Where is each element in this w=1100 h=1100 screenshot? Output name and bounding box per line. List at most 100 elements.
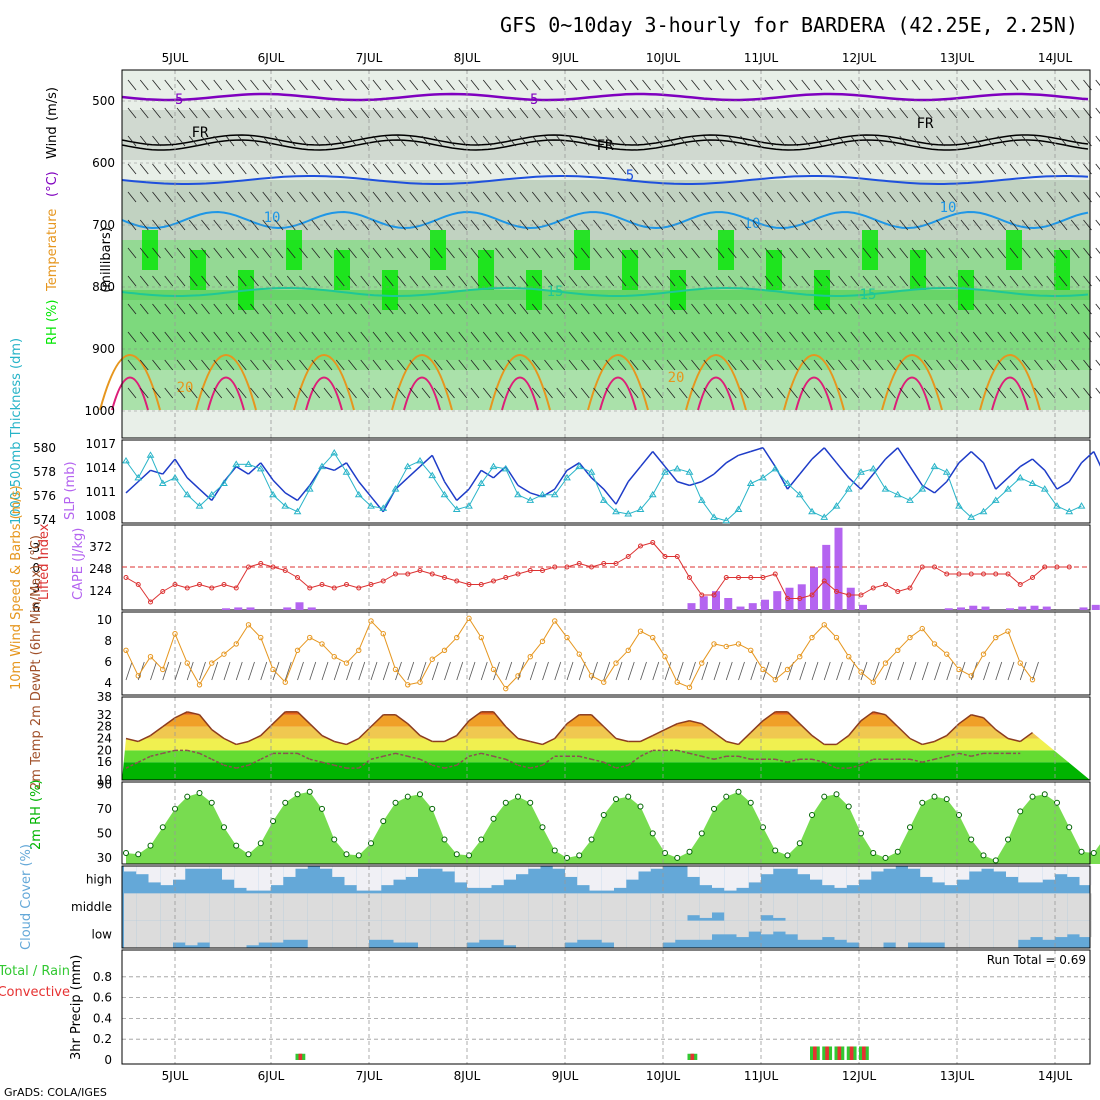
slp-segment	[419, 454, 433, 468]
wind-barb	[397, 275, 406, 287]
slp-segment	[296, 484, 311, 501]
wind-barb	[666, 303, 676, 315]
cloud-bar-middle	[944, 893, 957, 921]
wind-barb	[678, 275, 688, 287]
wind-barb	[384, 331, 394, 343]
rh-marker	[992, 857, 999, 864]
wind-barb	[605, 79, 615, 91]
wind-barb	[593, 107, 602, 119]
wind-barb	[1034, 247, 1043, 259]
cloud-bar-low	[160, 920, 173, 948]
dewpoint-segment	[677, 749, 690, 755]
temp-segment	[211, 729, 225, 740]
wind-barb	[874, 247, 884, 259]
wind-barb	[507, 79, 517, 91]
wind-barb	[213, 163, 223, 175]
cloud-bar-high	[638, 866, 651, 872]
thickness-marker	[722, 516, 731, 524]
dewpoint-segment	[640, 749, 654, 757]
cloud-bar-middle	[981, 893, 994, 921]
wind-barb	[188, 303, 198, 315]
wind-barb	[470, 303, 480, 315]
wind-barb	[176, 275, 186, 287]
top-day-label: 14JUL	[1038, 51, 1073, 65]
rh-marker	[747, 799, 754, 806]
lifted-marker	[209, 585, 215, 591]
wind-barb	[1070, 135, 1080, 147]
wind-barb	[348, 79, 357, 91]
wind-barb	[1009, 79, 1019, 91]
thickness-segment	[946, 472, 960, 507]
lifted-marker	[797, 596, 803, 601]
lifted-marker	[858, 592, 864, 598]
wind-barb	[813, 107, 823, 119]
wind-barb	[1021, 163, 1031, 175]
wind-barb	[629, 331, 639, 343]
wind-barb	[764, 219, 774, 231]
wind-barb	[372, 331, 382, 343]
wind-barb	[188, 163, 198, 175]
isotherm-20	[391, 354, 453, 411]
temp-segment	[762, 711, 776, 722]
thickness-segment	[248, 463, 261, 470]
wind-barb	[495, 163, 504, 175]
cloud-bar-middle	[418, 893, 431, 921]
lifted-marker	[883, 582, 888, 587]
wind-barb	[801, 247, 811, 259]
wind-barb-10m	[284, 661, 292, 681]
lifted-marker	[821, 578, 827, 584]
wind-barb	[678, 247, 688, 259]
wind-barb	[764, 247, 774, 259]
slp-tick-label: 1017	[85, 437, 116, 451]
thickness-segment	[223, 464, 237, 484]
rh-frame	[121, 781, 1091, 865]
cloud-bar-middle	[442, 893, 455, 921]
cloud-bar-low	[883, 920, 896, 943]
wind-barb	[605, 163, 615, 175]
cloud-bar-high	[234, 866, 247, 888]
wind-barb	[715, 359, 725, 371]
wind-barb	[1009, 247, 1019, 259]
wind-barb	[372, 79, 382, 91]
wind-barb	[531, 275, 541, 287]
wind-barb	[789, 247, 798, 259]
wind-barb	[225, 359, 235, 371]
wind-barb	[250, 247, 259, 259]
wind-barb	[764, 331, 774, 343]
wind-barb	[152, 303, 161, 315]
wind-barb	[691, 247, 700, 259]
wind-barb	[1034, 191, 1043, 203]
wind-barb	[605, 275, 615, 287]
dewpoint-segment	[922, 758, 935, 763]
wind-barb	[262, 275, 272, 287]
wind-barb	[519, 163, 529, 175]
cloud-bar-low	[369, 920, 382, 940]
wind-barb	[470, 191, 480, 203]
thickness-ylabel: 1000-500mb Thickness (dm)	[9, 338, 24, 525]
wind-barb	[421, 107, 431, 119]
wind-barb	[274, 247, 284, 259]
wind-barb-10m	[897, 661, 905, 681]
dewpoint-segment	[860, 758, 874, 766]
wind-barb	[715, 79, 725, 91]
temp-band	[122, 750, 1090, 763]
rh-marker	[809, 812, 815, 819]
temp-segment	[689, 719, 702, 725]
wind-barb	[201, 135, 210, 147]
wind-barb	[825, 387, 835, 399]
temp-band	[122, 738, 1090, 751]
cloud-bar-low	[920, 920, 933, 943]
wind-barb	[568, 303, 578, 315]
wind-barb	[176, 387, 186, 399]
contour-label: 20	[177, 380, 194, 396]
wind-barb	[397, 135, 406, 147]
bottom-day-label: 13JUL	[940, 1069, 975, 1083]
wind-barb	[911, 331, 921, 343]
rh-marker	[441, 836, 448, 843]
cloud-bar-low	[307, 920, 320, 948]
wind-barb-10m	[664, 661, 672, 681]
wind-barb	[262, 107, 272, 119]
wind-barb	[740, 331, 749, 343]
cloud-bar-low	[1042, 920, 1055, 940]
wind-barb	[299, 79, 308, 91]
